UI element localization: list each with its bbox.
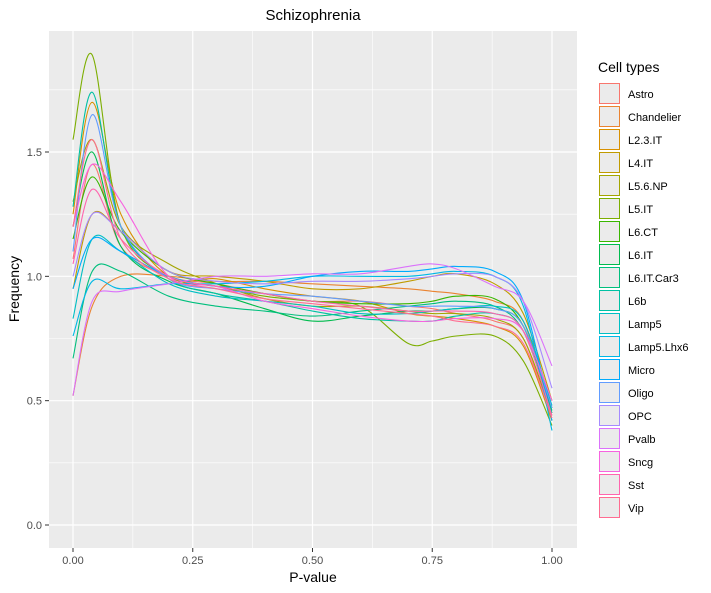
legend-key-bg-micro xyxy=(599,359,620,380)
legend-key-bg-l2-3-it xyxy=(599,129,620,150)
legend-key-lamp5 xyxy=(599,313,620,334)
legend-key-bg-l6-it-car3 xyxy=(599,267,620,288)
legend-key-bg-pvalb xyxy=(599,428,620,449)
legend-key-oligo xyxy=(599,382,620,403)
legend-label-pvalb: Pvalb xyxy=(628,434,656,446)
legend-label-l5-it: L5.IT xyxy=(628,204,653,216)
y-axis-ticks: 0.0 0.5 1.0 1.5 xyxy=(27,147,49,532)
legend-key-opc xyxy=(599,405,620,426)
legend-key-sst xyxy=(599,474,620,495)
legend-label-l4-it: L4.IT xyxy=(628,158,653,170)
legend-items: Astro Chandelier L2.3.IT L4.IT L5.6.NP L5.IT L… xyxy=(599,83,689,518)
x-axis-ticks: 0.00 0.25 0.50 0.75 1.00 xyxy=(62,548,563,567)
legend-key-bg-l5-6-np xyxy=(599,175,620,196)
legend-label-l6-ct: L6.CT xyxy=(628,227,658,239)
legend-key-bg-lamp5-lhx6 xyxy=(599,336,620,357)
x-tick-label: 1.00 xyxy=(541,555,562,567)
legend-label-chandelier: Chandelier xyxy=(628,112,682,124)
legend-key-bg-sncg xyxy=(599,451,620,472)
legend-label-l5-6-np: L5.6.NP xyxy=(628,181,668,193)
legend-label-l6-it: L6.IT xyxy=(628,250,653,262)
legend-key-l6-ct xyxy=(599,221,620,242)
legend-key-bg-vip xyxy=(599,497,620,518)
x-axis-label: P-value xyxy=(289,569,337,585)
legend-key-bg-l6-it xyxy=(599,244,620,265)
legend-label-lamp5-lhx6: Lamp5.Lhx6 xyxy=(628,342,689,354)
legend-label-astro: Astro xyxy=(628,89,654,101)
legend-label-sst: Sst xyxy=(628,480,644,492)
legend-key-bg-l6-ct xyxy=(599,221,620,242)
legend-key-l6-it xyxy=(599,244,620,265)
legend-key-vip xyxy=(599,497,620,518)
series-line-sncg xyxy=(72,163,553,401)
legend-label-micro: Micro xyxy=(628,365,655,377)
legend-key-astro xyxy=(599,83,620,104)
legend-label-l2-3-it: L2.3.IT xyxy=(628,135,663,147)
legend-key-bg-opc xyxy=(599,405,620,426)
legend-label-l6b: L6b xyxy=(628,296,646,308)
chart-title: Schizophrenia xyxy=(265,7,361,24)
x-tick-label: 0.00 xyxy=(62,555,83,567)
legend-key-l4-it xyxy=(599,152,620,173)
legend-key-l6-it-car3 xyxy=(599,267,620,288)
series-line-micro xyxy=(72,236,553,421)
legend-title: Cell types xyxy=(598,59,659,75)
y-tick-label: 0.5 xyxy=(27,396,42,408)
legend-key-pvalb xyxy=(599,428,620,449)
x-tick-label: 0.25 xyxy=(182,555,203,567)
legend-key-chandelier xyxy=(599,106,620,127)
y-tick-label: 1.5 xyxy=(27,147,42,159)
series-line-chandelier xyxy=(72,273,553,414)
legend-key-l2-3-it xyxy=(599,129,620,150)
y-tick-label: 1.0 xyxy=(27,271,42,283)
legend-label-oligo: Oligo xyxy=(628,388,654,400)
legend-key-l5-6-np xyxy=(599,175,620,196)
series-line-pvalb xyxy=(72,263,553,396)
legend-key-bg-l6b xyxy=(599,290,620,311)
y-axis-label: Frequency xyxy=(6,256,22,322)
legend-key-bg-oligo xyxy=(599,382,620,403)
legend-label-vip: Vip xyxy=(628,503,644,515)
legend-label-opc: OPC xyxy=(628,411,652,423)
legend-key-l5-it xyxy=(599,198,620,219)
legend-label-sncg: Sncg xyxy=(628,457,653,469)
x-tick-label: 0.50 xyxy=(302,555,323,567)
y-tick-label: 0.0 xyxy=(27,520,42,532)
legend-label-l6-it-car3: L6.IT.Car3 xyxy=(628,273,679,285)
legend-key-bg-l5-it xyxy=(599,198,620,219)
legend-key-micro xyxy=(599,359,620,380)
series-lines xyxy=(72,52,553,431)
series-line-opc xyxy=(72,211,553,389)
series-line-vip xyxy=(72,139,553,419)
legend-key-bg-sst xyxy=(599,474,620,495)
legend-key-l6b xyxy=(599,290,620,311)
legend-key-bg-lamp5 xyxy=(599,313,620,334)
legend-key-bg-l4-it xyxy=(599,152,620,173)
legend-label-lamp5: Lamp5 xyxy=(628,319,662,331)
legend-key-sncg xyxy=(599,451,620,472)
legend-key-bg-chandelier xyxy=(599,106,620,127)
x-tick-label: 0.75 xyxy=(422,555,443,567)
series-line-oligo xyxy=(72,114,553,409)
legend: Cell types Astro Chandelier L2.3.IT L4.IT L5… xyxy=(598,59,689,518)
legend-key-bg-astro xyxy=(599,83,620,104)
legend-key-lamp5-lhx6 xyxy=(599,336,620,357)
